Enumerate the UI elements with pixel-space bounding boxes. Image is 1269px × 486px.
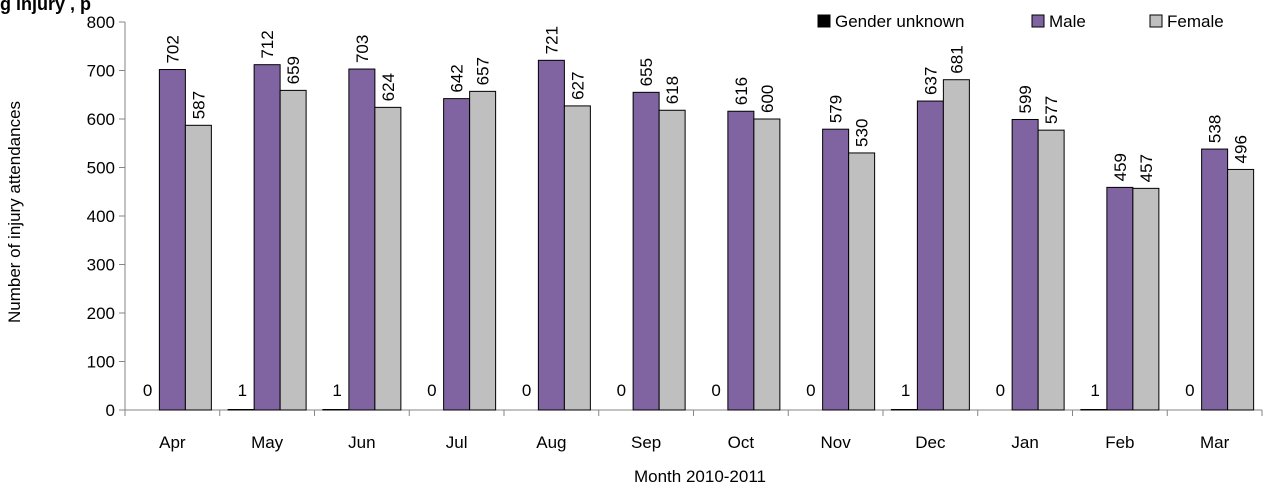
data-label-female: 624 bbox=[379, 73, 398, 101]
y-tick-label: 100 bbox=[87, 353, 115, 372]
data-label-gender-unknown: 0 bbox=[711, 381, 720, 400]
x-tick-label: Apr bbox=[159, 433, 186, 452]
data-label-male: 616 bbox=[732, 77, 751, 105]
x-tick-label: Jan bbox=[1011, 433, 1038, 452]
data-label-female: 627 bbox=[568, 72, 587, 100]
data-label-gender-unknown: 0 bbox=[427, 381, 436, 400]
legend-swatch-gender-unknown bbox=[817, 14, 831, 28]
data-label-gender-unknown: 1 bbox=[1090, 381, 1099, 400]
data-label-gender-unknown: 0 bbox=[522, 381, 531, 400]
x-tick-label: Mar bbox=[1200, 433, 1230, 452]
y-tick-label: 400 bbox=[87, 207, 115, 226]
data-label-male: 538 bbox=[1206, 115, 1225, 143]
bars bbox=[158, 59, 1255, 411]
data-label-gender-unknown: 0 bbox=[806, 381, 815, 400]
x-tick-label: Sep bbox=[631, 433, 661, 452]
data-label-female: 618 bbox=[663, 76, 682, 104]
data-label-male: 599 bbox=[1016, 85, 1035, 113]
data-label-male: 655 bbox=[637, 58, 656, 86]
bar-male bbox=[727, 110, 755, 411]
chart-title: g injury , p bbox=[0, 0, 91, 14]
x-tick-label: Jun bbox=[348, 433, 375, 452]
y-tick-label: 300 bbox=[87, 256, 115, 275]
data-label-gender-unknown: 0 bbox=[1185, 381, 1194, 400]
bar-male bbox=[916, 100, 944, 411]
bar-female bbox=[469, 90, 497, 411]
data-label-gender-unknown: 0 bbox=[617, 381, 626, 400]
data-label-female: 457 bbox=[1137, 154, 1156, 182]
bar-female bbox=[374, 106, 402, 411]
bar-male bbox=[443, 98, 471, 411]
bar-male bbox=[253, 64, 281, 411]
data-label-male: 459 bbox=[1111, 153, 1130, 181]
y-tick-label: 800 bbox=[87, 13, 115, 32]
bar-female bbox=[1132, 187, 1160, 411]
bar-male bbox=[1011, 118, 1039, 411]
data-label-male: 712 bbox=[258, 30, 277, 58]
data-label-gender-unknown: 0 bbox=[996, 381, 1005, 400]
data-label-female: 657 bbox=[474, 57, 493, 85]
bar-female bbox=[753, 118, 781, 411]
x-axis: Apr May Jun Jul Aug Sep Oct Nov Dec Jan Feb Mar bbox=[124, 409, 1263, 452]
x-tick-label: Aug bbox=[536, 433, 566, 452]
data-label-male: 702 bbox=[163, 35, 182, 63]
x-tick-label: Feb bbox=[1105, 433, 1134, 452]
y-tick-label: 500 bbox=[87, 159, 115, 178]
x-tick-label: Dec bbox=[915, 433, 946, 452]
data-label-gender-unknown: 1 bbox=[332, 381, 341, 400]
y-tick-label: 600 bbox=[87, 110, 115, 129]
bar-female bbox=[184, 124, 212, 411]
legend-label-male: Male bbox=[1049, 12, 1086, 31]
bar-female bbox=[563, 105, 591, 411]
x-tick-label: Oct bbox=[728, 433, 755, 452]
data-label-female: 659 bbox=[284, 56, 303, 84]
data-label-male: 721 bbox=[542, 26, 561, 54]
y-axis-title: Number of injury attendances bbox=[5, 101, 24, 323]
x-tick-label: Jul bbox=[446, 433, 468, 452]
data-labels: 0 702 587 1 712 659 1 703 624 0 642 657 0 721 627 0 655 6… bbox=[143, 26, 1251, 400]
bar-female bbox=[848, 152, 876, 411]
legend-label-gender-unknown: Gender unknown bbox=[835, 12, 964, 31]
legend-swatch-female bbox=[1149, 14, 1163, 28]
y-axis: 0 100 200 300 400 500 600 700 800 bbox=[87, 13, 126, 420]
legend-label-female: Female bbox=[1167, 12, 1224, 31]
data-label-gender-unknown: 1 bbox=[238, 381, 247, 400]
bar-male bbox=[822, 128, 850, 411]
data-label-female: 600 bbox=[758, 85, 777, 113]
bar-male bbox=[158, 69, 186, 411]
legend: Gender unknown Male Female bbox=[817, 12, 1224, 31]
data-label-male: 642 bbox=[448, 64, 467, 92]
bar-female bbox=[1037, 129, 1065, 411]
bar-male bbox=[632, 91, 660, 411]
data-label-male: 637 bbox=[921, 67, 940, 95]
data-label-male: 579 bbox=[827, 95, 846, 123]
data-label-female: 587 bbox=[189, 91, 208, 119]
data-label-female: 496 bbox=[1232, 135, 1251, 163]
data-label-female: 530 bbox=[853, 119, 872, 147]
bar-male bbox=[348, 68, 376, 411]
bar-female bbox=[942, 79, 970, 411]
bar-male bbox=[1106, 186, 1134, 411]
data-label-female: 577 bbox=[1042, 96, 1061, 124]
data-label-male: 703 bbox=[353, 35, 372, 63]
x-axis-title: Month 2010-2011 bbox=[634, 467, 766, 486]
x-tick-label: Nov bbox=[821, 433, 852, 452]
legend-swatch-male bbox=[1031, 14, 1045, 28]
bar-female bbox=[279, 89, 307, 411]
y-tick-label: 200 bbox=[87, 304, 115, 323]
bar-male bbox=[1201, 148, 1229, 411]
y-tick-label: 700 bbox=[87, 62, 115, 81]
x-tick-label: May bbox=[251, 433, 284, 452]
data-label-female: 681 bbox=[947, 45, 966, 73]
data-label-gender-unknown: 1 bbox=[901, 381, 910, 400]
bar-female bbox=[658, 109, 686, 411]
bar-male bbox=[537, 59, 565, 411]
bar-female bbox=[1227, 168, 1255, 411]
data-label-gender-unknown: 0 bbox=[143, 381, 152, 400]
y-tick-label: 0 bbox=[106, 401, 115, 420]
